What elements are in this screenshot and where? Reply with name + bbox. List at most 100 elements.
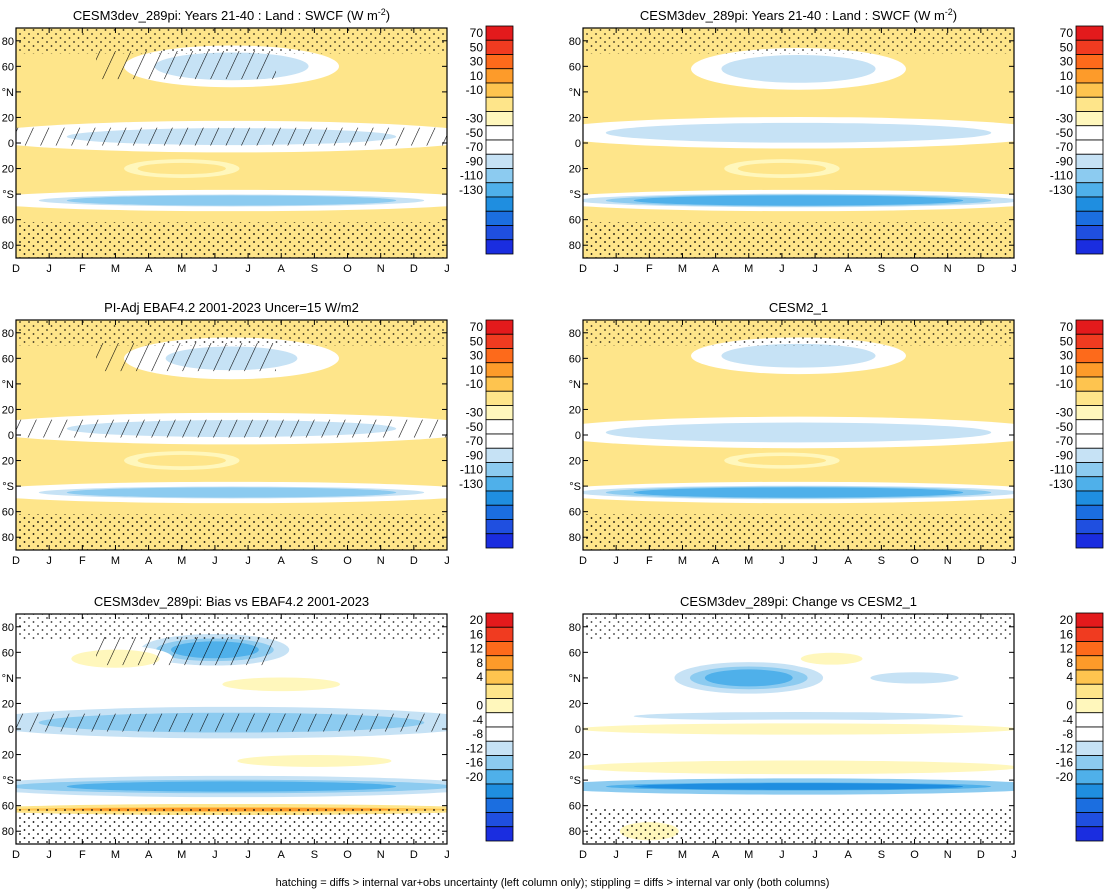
colorbar-swatch (1075, 239, 1104, 255)
colorbar-swatch (485, 669, 514, 685)
colorbar-label: 12 (1060, 642, 1074, 656)
colorbar-label: 8 (476, 656, 483, 670)
y-tick-label: 80 (2, 240, 14, 252)
contour-feature-2-level-4 (633, 423, 964, 441)
stipple-south-band (583, 222, 1014, 258)
stipple-south-band (16, 222, 447, 258)
panel-2-field (583, 28, 1014, 258)
x-tick-label: A (845, 263, 853, 275)
y-tick-label: 80 (2, 532, 14, 544)
colorbar-label: -30 (466, 406, 484, 420)
y-tick-label: 80 (2, 826, 14, 838)
x-tick-label: F (79, 849, 86, 861)
colorbar-swatch (485, 447, 514, 463)
x-tick-label: D (12, 849, 20, 861)
colorbar-swatch (485, 376, 514, 392)
y-tick-label: 80 (2, 36, 14, 48)
colorbar-label: -130 (459, 477, 483, 491)
x-tick-label: S (311, 849, 318, 861)
colorbar-swatch (485, 433, 514, 449)
colorbar-label: 16 (470, 627, 484, 641)
contour-feature-3-level-4 (881, 673, 948, 683)
colorbar-label: -20 (466, 770, 484, 784)
panel-5: CESM3dev_289pi: Bias vs EBAF4.2 2001-202… (2, 594, 450, 861)
colorbar-swatch (1075, 168, 1104, 184)
y-tick-label: °N (569, 379, 581, 391)
x-tick-label: D (977, 849, 985, 861)
colorbar-label: 4 (1066, 670, 1073, 684)
colorbar-swatch (1075, 755, 1104, 771)
x-tick-label: O (343, 555, 352, 567)
colorbar-label: -90 (1056, 154, 1074, 168)
colorbar-swatch (1075, 740, 1104, 756)
y-tick-label: 0 (575, 430, 581, 442)
hatch-region-equator (16, 713, 447, 732)
x-tick-label: O (910, 849, 919, 861)
colorbar-label: 30 (1060, 349, 1074, 363)
contour-feature-3-level-4 (237, 679, 326, 690)
colorbar-swatch (1075, 797, 1104, 813)
colorbar-swatch (1075, 225, 1104, 241)
colorbar-swatch (1075, 669, 1104, 685)
contour-feature-2-level-4 (633, 124, 964, 142)
y-tick-label: 60 (569, 507, 581, 519)
colorbar-swatch (485, 96, 514, 112)
y-tick-label: °S (569, 189, 581, 201)
y-tick-label: 80 (569, 826, 581, 838)
hatch-region-equator (16, 127, 447, 146)
colorbar-label: -130 (1049, 183, 1073, 197)
title-superscript: -2 (378, 7, 386, 17)
title-superscript: -2 (945, 7, 953, 17)
y-tick-label: 80 (569, 36, 581, 48)
colorbar-swatch (485, 111, 514, 127)
colorbar-label: -10 (466, 377, 484, 391)
x-tick-label: S (878, 555, 885, 567)
colorbar-swatch (485, 533, 514, 549)
colorbar-swatch (485, 612, 514, 628)
colorbar-swatch (1075, 196, 1104, 212)
y-tick-label: 60 (2, 801, 14, 813)
colorbar-swatch (1075, 641, 1104, 657)
y-tick-label: °N (569, 673, 581, 685)
x-tick-label: J (46, 555, 52, 567)
colorbar-label: 30 (470, 55, 484, 69)
x-tick-label: D (410, 849, 418, 861)
x-tick-label: J (613, 263, 619, 275)
colorbar-label: -110 (1050, 169, 1073, 183)
x-tick-label: A (145, 849, 153, 861)
x-tick-label: D (12, 555, 20, 567)
colorbar-label: 4 (476, 670, 483, 684)
hatch-region-north (96, 51, 276, 80)
y-tick-label: 80 (569, 532, 581, 544)
contour-feature-4-level-4 (633, 711, 964, 721)
x-tick-label: M (111, 849, 120, 861)
colorbar-label: 50 (470, 40, 484, 54)
panel-title: CESM3dev_289pi: Years 21-40 : Land : SWC… (640, 7, 957, 23)
colorbar-swatch (1075, 333, 1104, 349)
colorbar-swatch (485, 683, 514, 699)
x-tick-label: A (278, 263, 286, 275)
colorbar-swatch (485, 626, 514, 642)
colorbar-swatch (1075, 698, 1104, 714)
colorbar-swatch (1075, 655, 1104, 671)
y-tick-label: 0 (8, 724, 14, 736)
y-tick-label: 0 (8, 138, 14, 150)
colorbar-swatch (1075, 25, 1104, 41)
colorbar-label: 30 (1060, 55, 1074, 69)
x-tick-label: O (910, 263, 919, 275)
x-tick-label: D (579, 555, 587, 567)
colorbar-label: 10 (1060, 69, 1074, 83)
x-tick-label: M (111, 263, 120, 275)
colorbar-swatch (485, 519, 514, 535)
stipple-south-band (16, 808, 447, 844)
colorbar-swatch (485, 39, 514, 55)
colorbar-label: -10 (1056, 377, 1074, 391)
y-tick-label: 20 (569, 164, 581, 176)
colorbar-swatch (485, 726, 514, 742)
colorbar-label: 50 (1060, 334, 1074, 348)
x-tick-label: O (343, 849, 352, 861)
figure-footnote: hatching = diffs > internal var+obs unce… (275, 877, 830, 889)
colorbar-label: 70 (470, 26, 484, 40)
colorbar-swatch (485, 490, 514, 506)
colorbar-swatch (485, 153, 514, 169)
